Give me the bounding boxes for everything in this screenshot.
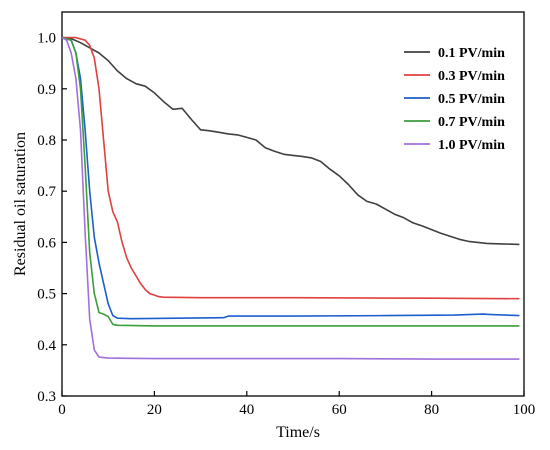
y-tick-label: 0.6 (37, 235, 56, 251)
legend-label: 1.0 PV/min (438, 138, 505, 153)
x-tick-label: 40 (239, 402, 254, 418)
y-tick-label: 0.5 (37, 287, 56, 303)
y-tick-label: 0.8 (37, 133, 56, 149)
series-line-3 (61, 36, 520, 320)
legend-label: 0.1 PV/min (438, 46, 505, 61)
x-tick-label: 20 (147, 402, 162, 418)
x-axis-title: Time/s (276, 424, 320, 441)
y-tick-label: 0.3 (37, 389, 56, 405)
legend-label: 0.5 PV/min (438, 92, 505, 107)
series-line-4 (61, 36, 520, 327)
x-tick-label: 100 (513, 402, 536, 418)
y-tick-label: 0.7 (37, 184, 56, 200)
legend: 0.1 PV/min 0.3 PV/min 0.5 PV/min 0.7 PV/min… (404, 46, 505, 153)
x-tick-label: 80 (424, 402, 439, 418)
legend-label: 0.3 PV/min (438, 69, 505, 84)
y-tick-label: 0.4 (37, 338, 56, 354)
y-tick-label: 1.0 (37, 31, 56, 47)
series-line-5 (61, 36, 520, 360)
series-line-2 (62, 36, 520, 300)
x-tick-label: 0 (58, 402, 66, 418)
x-tick-label: 60 (332, 402, 347, 418)
legend-label: 0.7 PV/min (438, 115, 505, 130)
axis-ticks: 0 20 40 60 80 100 0.3 0.4 0.5 0.6 0.7 0.8 0.9 1.0 (37, 31, 535, 418)
y-axis-title: Residual oil saturation (12, 132, 29, 276)
plot-frame (61, 11, 525, 397)
series-lines (61, 36, 520, 360)
y-tick-label: 0.9 (37, 82, 56, 98)
series-line-1 (61, 36, 520, 246)
